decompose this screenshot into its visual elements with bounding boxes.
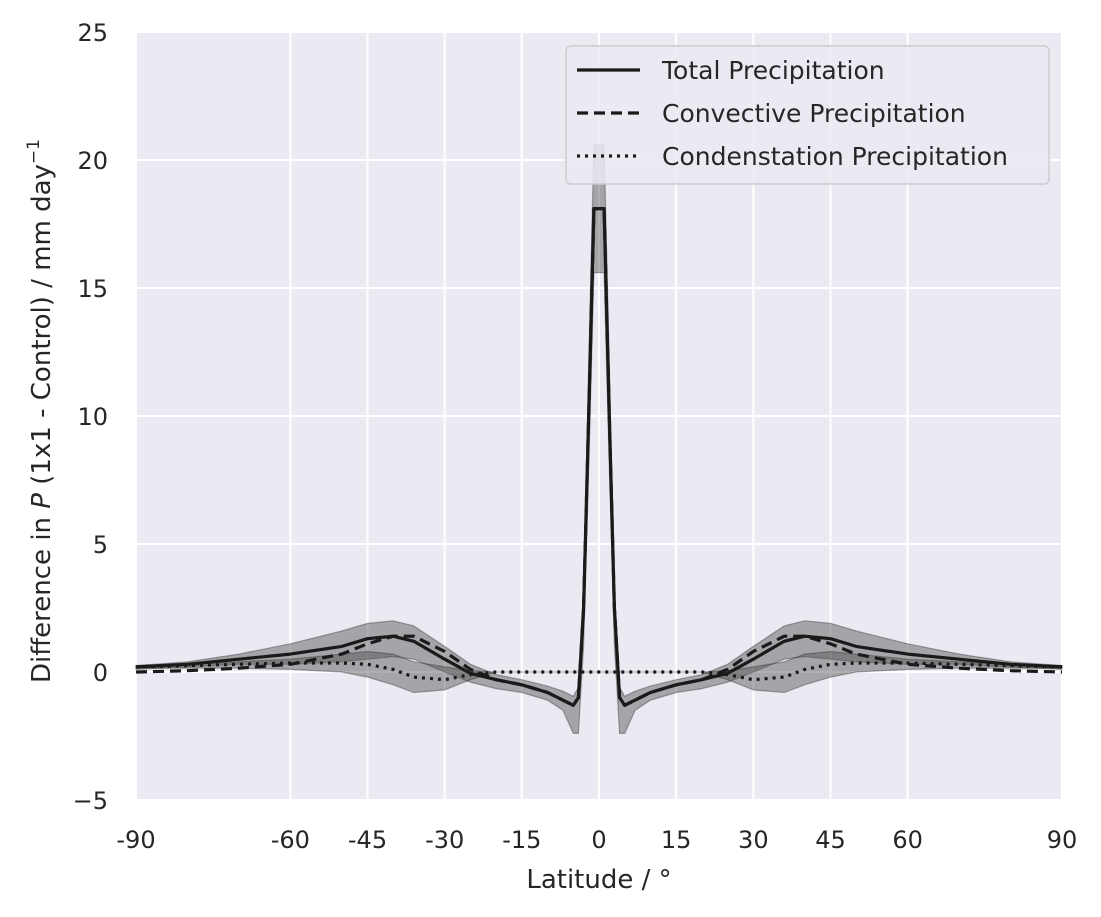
x-tick-label: 90	[1047, 826, 1078, 854]
y-tick-label: −5	[73, 787, 108, 815]
y-tick-label: 0	[93, 659, 108, 687]
legend-label-convective: Convective Precipitation	[662, 99, 966, 128]
y-tick-label: 25	[77, 19, 108, 47]
series-line-dotted	[135, 661, 1063, 682]
x-tick-label: -30	[425, 826, 464, 854]
y-tick-label: 5	[93, 531, 108, 559]
y-tick-label: 10	[77, 403, 108, 431]
x-tick-label: 15	[661, 826, 692, 854]
x-tick-label: -45	[348, 826, 387, 854]
y-axis-label-prefix: Difference in	[27, 509, 57, 683]
legend-label-condensation: Condenstation Precipitation	[662, 142, 1008, 171]
y-tick-label: 15	[77, 275, 108, 303]
y-axis-label-suffix: (1x1 - Control) / mm day	[27, 164, 57, 493]
y-axis-label: Difference in P (1x1 - Control) / mm day…	[24, 139, 57, 683]
x-tick-label: 0	[591, 826, 606, 854]
uncertainty-bands	[135, 144, 1063, 734]
x-tick-label: -90	[116, 826, 155, 854]
uncertainty-band-0	[135, 144, 1063, 734]
legend: Total Precipitation Convective Precipita…	[565, 45, 1050, 185]
axis-ticks: -90 -60 -45 -30 -15 0 15 30 45 60 90 −5 0 5 10 15 20 25	[73, 19, 1078, 854]
y-axis-label-superscript: −1	[24, 139, 44, 164]
x-tick-label: 45	[815, 826, 846, 854]
x-tick-label: 60	[892, 826, 923, 854]
legend-box	[565, 45, 1050, 185]
x-tick-label: -60	[271, 826, 310, 854]
y-axis-label-italic: P	[27, 493, 57, 509]
legend-label-total: Total Precipitation	[661, 56, 885, 85]
x-tick-label: -15	[502, 826, 541, 854]
x-tick-label: 30	[738, 826, 769, 854]
y-tick-label: 20	[77, 147, 108, 175]
series-line-dashed	[135, 207, 1063, 707]
x-axis-label: Latitude / °	[526, 865, 671, 895]
uncertainty-band-2	[135, 650, 1063, 694]
series-lines	[135, 207, 1063, 707]
